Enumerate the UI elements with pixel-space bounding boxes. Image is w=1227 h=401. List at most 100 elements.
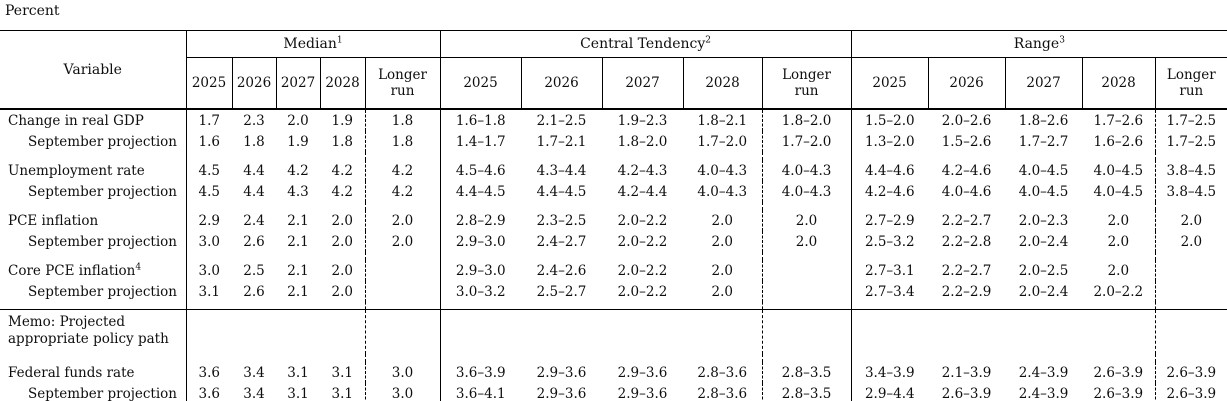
year-header: Longer run [364,57,441,110]
section-header-central-tendency: Central Tendency2 [439,30,852,58]
value-cell: 3.6 [185,362,232,383]
value-cell: 2.0 [711,283,733,300]
row-label: September projection [0,131,186,152]
year-header-label: Longer run [1166,67,1216,99]
value-cell: 1.7–2.0 [697,133,748,150]
value-cell: 2.1 [287,262,309,279]
value-cell [761,281,852,302]
column-header-variable: Variable [0,30,187,110]
value-cell: 1.9–2.3 [617,112,668,129]
spacer-cell [602,354,683,362]
empty-cell [1154,309,1227,354]
year-header: 2028 [1081,57,1156,110]
table-row: September projection 4.5 4.4 4.3 4.2 4.2 4.4–4… [0,181,1227,202]
spacer-cell [761,252,852,260]
row-label: Unemployment rate [0,160,186,181]
value-cell: 2.8–3.6 [683,383,763,401]
spacer-row [0,202,1227,210]
value-cell: 4.2 [287,162,309,179]
spacer-cell [320,354,365,362]
spacer-cell [850,202,929,210]
value-cell: 2.8–2.9 [439,210,522,231]
value-cell: 1.6–1.8 [439,109,522,131]
spacer-cell [0,354,186,362]
value-cell: 4.2–4.6 [941,162,992,179]
year-header-label: Longer run [782,67,831,99]
row-label: Change in real GDP [0,109,186,131]
spacer-cell [683,252,762,260]
value-cell: 3.4 [243,364,265,381]
value-cell [364,260,441,281]
spacer-cell [850,252,929,260]
year-header-label: 2026 [544,75,579,91]
value-cell: 1.6–2.6 [1093,133,1144,150]
value-cell: 2.5–3.2 [850,231,929,252]
section-header-label: Central Tendency [580,36,706,52]
spacer-cell [928,202,1005,210]
year-header-label: 2028 [1101,75,1136,91]
table-row: Core PCE inflation4 3.0 2.5 2.1 2.0 2.9–3.0 2.… [0,260,1227,281]
value-cell: 3.6–4.1 [439,383,522,401]
value-cell: 1.4–1.7 [439,131,522,152]
spacer-cell [850,302,929,310]
spacer-cell [683,152,762,160]
spacer-cell [364,302,441,310]
spacer-cell [439,302,522,310]
value-cell: 2.0 [1154,210,1227,231]
empty-cell [761,309,852,354]
year-header: 2026 [231,57,276,110]
spacer-cell [0,252,186,260]
row-label: September projection [0,181,186,202]
value-cell: 2.4–2.6 [536,262,587,279]
spacer-cell [185,152,232,160]
year-header: 2025 [185,57,232,110]
empty-cell [1082,309,1156,354]
value-cell: 2.0 [331,233,353,250]
spacer-cell [683,302,762,310]
spacer-cell [761,152,852,160]
section-header-label: Range [1013,36,1060,52]
memo-label-line: appropriate policy path [8,331,169,347]
row-label-text: Core PCE inflation [8,262,136,279]
value-cell: 2.1 [287,283,309,300]
spacer-cell [1154,302,1227,310]
value-cell: 4.5–4.6 [439,160,522,181]
spacer-cell [928,252,1005,260]
value-cell: 2.9–3.0 [439,260,522,281]
value-cell: 2.5 [243,262,265,279]
spacer-cell [1154,252,1227,260]
year-header-label: Longer run [378,67,427,99]
spacer-cell [364,252,441,260]
row-label: September projection [0,383,186,401]
value-cell: 4.0–4.5 [1018,183,1069,200]
value-cell: 3.1 [331,364,353,381]
row-label-text: September projection [28,183,177,200]
empty-cell [185,309,232,354]
value-cell: 2.6–3.9 [1082,383,1156,401]
spacer-cell [276,202,320,210]
value-cell: 2.0–2.6 [941,112,992,129]
spacer-row [0,252,1227,260]
value-cell: 2.8–3.6 [697,364,748,381]
spacer-cell [1005,302,1082,310]
spacer-cell [364,202,441,210]
value-cell: 2.0 [331,262,353,279]
spacer-cell [320,302,365,310]
spacer-cell [276,252,320,260]
footnote-marker: 3 [1059,35,1065,46]
row-label: Memo: Projected appropriate policy path [0,309,186,354]
value-cell: 2.9–3.6 [617,364,668,381]
value-cell: 2.5–2.7 [536,283,587,300]
spacer-cell [439,252,522,260]
value-cell: 2.0 [761,210,852,231]
spacer-cell [364,354,441,362]
spacer-cell [1082,354,1155,362]
spacer-row [0,152,1227,160]
year-header-label: 2027 [280,75,316,91]
spacer-cell [850,152,929,160]
spacer-cell [683,202,762,210]
value-cell: 4.0–4.3 [697,162,748,179]
value-cell: 2.2–2.8 [941,233,992,250]
value-cell: 2.6–3.9 [1093,364,1144,381]
